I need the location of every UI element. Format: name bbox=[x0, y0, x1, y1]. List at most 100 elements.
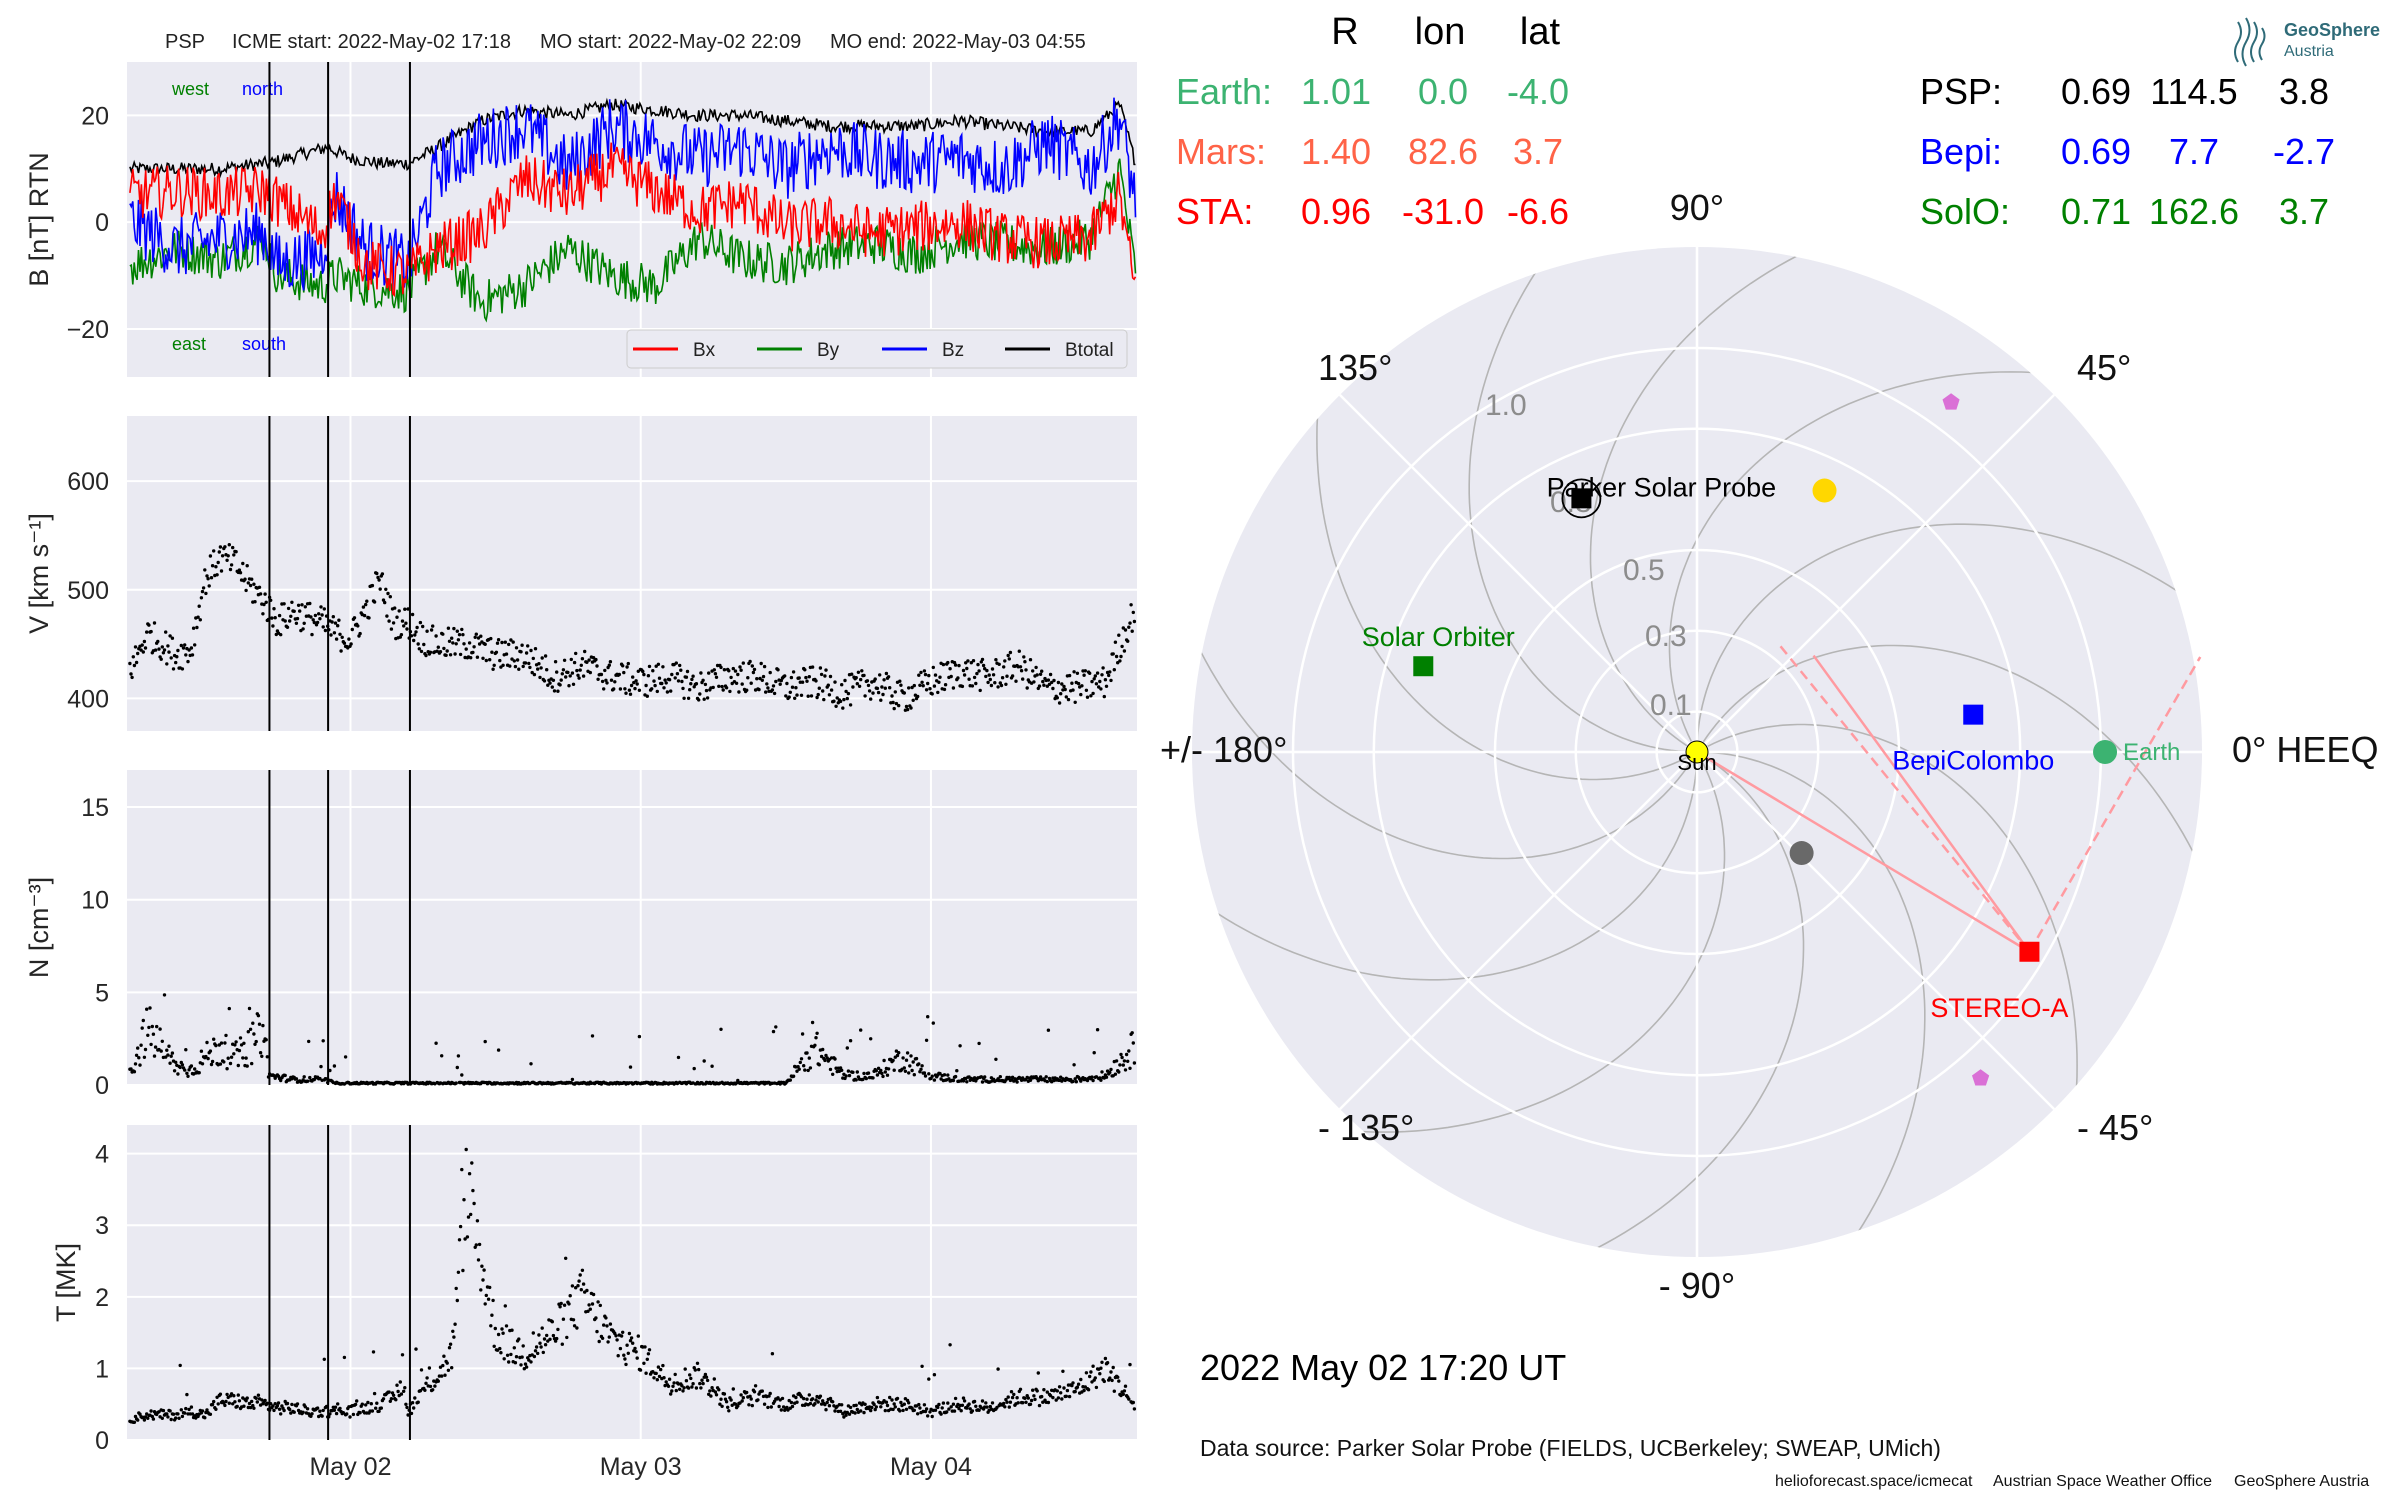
data-point bbox=[951, 1078, 956, 1083]
data-point bbox=[698, 692, 702, 696]
data-point bbox=[857, 684, 862, 688]
data-point bbox=[440, 1054, 444, 1058]
data-point bbox=[243, 577, 247, 581]
data-point bbox=[536, 1351, 540, 1356]
data-point bbox=[1091, 1364, 1095, 1368]
data-point bbox=[1056, 1396, 1061, 1400]
data-point bbox=[629, 683, 634, 688]
data-point bbox=[1025, 686, 1029, 690]
data-point bbox=[1093, 674, 1098, 678]
data-point bbox=[845, 696, 849, 701]
data-point bbox=[1084, 1371, 1089, 1375]
data-point bbox=[133, 1062, 138, 1066]
data-point bbox=[223, 1403, 227, 1408]
data-point bbox=[140, 643, 144, 647]
data-point bbox=[492, 663, 496, 667]
data-point bbox=[204, 1054, 208, 1059]
data-point bbox=[142, 1055, 147, 1060]
data-point bbox=[152, 1054, 157, 1058]
data-point bbox=[891, 1058, 895, 1063]
data-point bbox=[912, 1073, 916, 1077]
data-point bbox=[1123, 628, 1128, 632]
data-point bbox=[791, 670, 796, 674]
data-point bbox=[208, 1049, 213, 1053]
data-point bbox=[916, 1412, 920, 1416]
data-point bbox=[200, 1409, 205, 1413]
data-point bbox=[138, 1063, 142, 1067]
data-point bbox=[178, 1065, 182, 1070]
data-point bbox=[462, 642, 466, 646]
data-point bbox=[224, 1399, 228, 1404]
data-point bbox=[308, 601, 312, 606]
data-point bbox=[749, 681, 753, 685]
data-point bbox=[469, 656, 473, 660]
data-point bbox=[821, 1399, 825, 1403]
data-point bbox=[473, 635, 477, 639]
data-point bbox=[886, 675, 891, 679]
data-point bbox=[434, 634, 438, 638]
data-point bbox=[689, 682, 693, 686]
data-point bbox=[386, 591, 390, 596]
data-point bbox=[647, 1348, 652, 1352]
data-point bbox=[595, 1329, 599, 1334]
data-point bbox=[790, 1404, 795, 1409]
data-point bbox=[1015, 1396, 1019, 1400]
data-point bbox=[803, 1068, 807, 1072]
data-point bbox=[777, 1404, 781, 1409]
data-point bbox=[590, 1034, 595, 1038]
data-point bbox=[260, 1054, 264, 1059]
data-point bbox=[488, 1285, 492, 1290]
data-point bbox=[1070, 1383, 1074, 1388]
data-point bbox=[534, 1345, 539, 1349]
data-point bbox=[1123, 1068, 1128, 1072]
data-point bbox=[771, 1029, 776, 1034]
body-sun-marker bbox=[1685, 740, 1709, 764]
data-point bbox=[705, 1378, 710, 1383]
data-point bbox=[1056, 680, 1061, 685]
data-point bbox=[265, 1401, 269, 1406]
geosphere-logo: GeoSphere Austria bbox=[2234, 17, 2380, 67]
data-point bbox=[939, 1412, 943, 1416]
data-point bbox=[298, 609, 302, 613]
data-point bbox=[233, 1400, 237, 1404]
data-point bbox=[577, 676, 581, 680]
data-point bbox=[418, 1389, 423, 1393]
data-point bbox=[653, 683, 657, 688]
data-point bbox=[528, 665, 532, 670]
data-point bbox=[398, 1380, 402, 1384]
data-point bbox=[711, 685, 715, 690]
data-point bbox=[882, 1058, 886, 1063]
data-point bbox=[336, 624, 340, 628]
data-point bbox=[789, 675, 794, 680]
row-right-1-lon: 7.7 bbox=[2169, 131, 2219, 172]
data-point bbox=[766, 686, 770, 690]
data-point bbox=[283, 1073, 287, 1078]
data-point bbox=[319, 1064, 323, 1069]
body-unnamed-body-marker bbox=[1812, 478, 1837, 503]
data-point bbox=[962, 673, 967, 677]
data-point bbox=[1019, 669, 1024, 673]
data-point bbox=[1007, 1405, 1011, 1409]
data-point bbox=[622, 1353, 626, 1357]
data-point bbox=[1114, 1059, 1119, 1063]
data-point bbox=[952, 1409, 957, 1413]
data-point bbox=[636, 669, 640, 673]
data-point bbox=[752, 667, 757, 672]
data-point bbox=[490, 650, 494, 654]
data-point bbox=[721, 688, 725, 692]
data-point bbox=[713, 672, 718, 676]
data-point bbox=[165, 1048, 169, 1052]
data-point bbox=[456, 1270, 461, 1275]
y-tick-label: 400 bbox=[67, 685, 109, 713]
data-point bbox=[1094, 682, 1099, 686]
angular-grid-line bbox=[1696, 394, 2055, 753]
data-point bbox=[442, 1354, 446, 1358]
data-point bbox=[1005, 1400, 1009, 1404]
data-point bbox=[692, 1066, 696, 1071]
data-point bbox=[907, 1071, 911, 1075]
data-point bbox=[450, 636, 454, 640]
data-point bbox=[932, 1078, 937, 1082]
data-point bbox=[682, 696, 686, 700]
